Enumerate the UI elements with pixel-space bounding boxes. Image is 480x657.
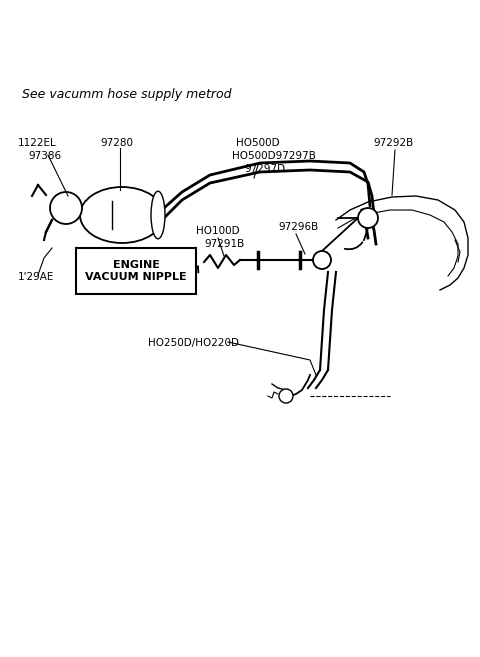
Text: 97280: 97280 [100,138,133,148]
Text: HO250D/HO220D: HO250D/HO220D [148,338,239,348]
Circle shape [313,251,331,269]
Text: 97296B: 97296B [278,222,318,232]
Text: HO100D: HO100D [196,226,240,236]
FancyBboxPatch shape [76,248,196,294]
Text: 1'29AE: 1'29AE [18,272,54,282]
Text: 97292B: 97292B [373,138,413,148]
Text: 97291B: 97291B [204,239,244,249]
Ellipse shape [80,187,164,243]
Text: 97297D: 97297D [244,164,285,174]
Ellipse shape [151,191,165,238]
Text: 1122EL: 1122EL [18,138,57,148]
Circle shape [358,208,378,228]
Polygon shape [362,210,376,244]
Text: ENGINE
VACUUM NIPPLE: ENGINE VACUUM NIPPLE [85,260,187,282]
Polygon shape [164,161,374,218]
Text: 97386: 97386 [28,151,61,161]
Text: HO500D97297B: HO500D97297B [232,151,316,161]
Text: HO500D: HO500D [236,138,280,148]
Circle shape [279,389,293,403]
Circle shape [50,192,82,224]
Text: See vacumm hose supply metrod: See vacumm hose supply metrod [22,88,231,101]
